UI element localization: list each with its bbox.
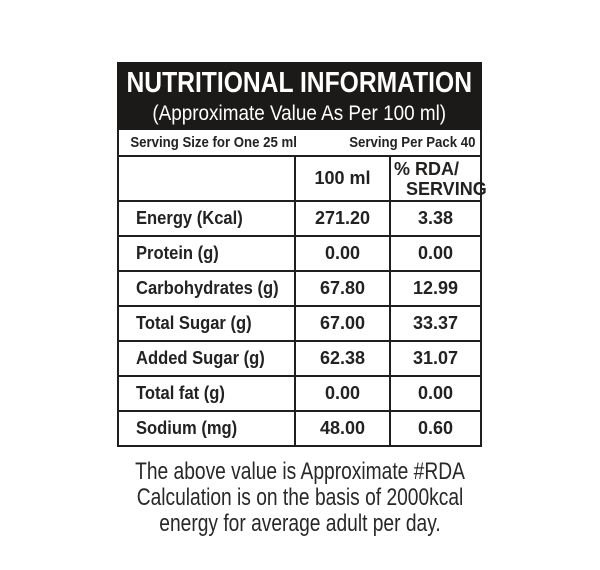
row-value-100ml: 48.00 bbox=[319, 418, 366, 438]
row-value-rda: 31.07 bbox=[412, 348, 459, 368]
row-value-100ml: 62.38 bbox=[319, 348, 366, 368]
column-header-quantity: 100 ml bbox=[294, 157, 389, 200]
table-row-total-fat: Total fat (g) 0.00 0.00 bbox=[119, 375, 480, 410]
nutrition-label: NUTRITIONAL INFORMATION (Approximate Val… bbox=[117, 62, 487, 447]
disclaimer-line-3: energy for average adult per day. bbox=[159, 510, 441, 537]
column-header-rda: % RDA/ SERVING bbox=[389, 157, 487, 200]
disclaimer-line-2: Calculation is on the basis of 2000kcal bbox=[136, 484, 464, 511]
serving-size-cell: Serving Size for One 25 ml bbox=[119, 134, 308, 152]
serving-size-label: Serving Size for One 25 ml bbox=[130, 133, 297, 151]
row-label: Carbohydrates (g) bbox=[136, 278, 279, 298]
label-title: NUTRITIONAL INFORMATION bbox=[126, 66, 473, 99]
serving-pack-cell: Serving Per Pack 40 bbox=[308, 134, 480, 152]
row-label: Total fat (g) bbox=[136, 383, 225, 403]
table-row-energy: Energy (Kcal) 271.20 3.38 bbox=[119, 200, 480, 235]
row-value-rda: 3.38 bbox=[417, 208, 454, 228]
table-row-total-sugar: Total Sugar (g) 67.00 33.37 bbox=[119, 305, 480, 340]
serving-pack-label: Serving Per Pack 40 bbox=[348, 133, 475, 151]
row-label: Added Sugar (g) bbox=[136, 348, 265, 368]
table-row-added-sugar: Added Sugar (g) 62.38 31.07 bbox=[119, 340, 480, 375]
row-label: Protein (g) bbox=[136, 243, 219, 263]
row-value-100ml: 67.00 bbox=[319, 313, 366, 333]
row-label: Sodium (mg) bbox=[136, 418, 238, 438]
table-row-sodium: Sodium (mg) 48.00 0.60 bbox=[119, 410, 480, 445]
column-header-row: 100 ml % RDA/ SERVING bbox=[119, 155, 487, 200]
row-value-100ml: 271.20 bbox=[314, 208, 371, 228]
row-value-rda: 33.37 bbox=[412, 313, 459, 333]
table-row-protein: Protein (g) 0.00 0.00 bbox=[119, 235, 480, 270]
row-label: Energy (Kcal) bbox=[136, 208, 243, 228]
label-subtitle: (Approximate Value As Per 100 ml) bbox=[152, 101, 447, 125]
row-value-rda: 0.60 bbox=[417, 418, 454, 438]
label-header: NUTRITIONAL INFORMATION (Approximate Val… bbox=[117, 62, 482, 130]
row-value-rda: 0.00 bbox=[417, 383, 454, 403]
serving-row: Serving Size for One 25 ml Serving Per P… bbox=[119, 130, 480, 155]
column-header-empty bbox=[119, 157, 294, 200]
row-value-100ml: 67.80 bbox=[319, 278, 366, 298]
rda-label-line2: SERVING bbox=[406, 179, 487, 199]
nutrition-table: Serving Size for One 25 ml Serving Per P… bbox=[117, 130, 487, 447]
rda-label-line1: % RDA/ bbox=[394, 159, 460, 179]
rda-disclaimer: The above value is Approximate #RDA Calc… bbox=[0, 459, 600, 537]
row-value-100ml: 0.00 bbox=[324, 383, 361, 403]
per-quantity-label: 100 ml bbox=[314, 168, 371, 188]
row-value-rda: 12.99 bbox=[412, 278, 459, 298]
row-value-rda: 0.00 bbox=[417, 243, 454, 263]
disclaimer-line-1: The above value is Approximate #RDA bbox=[135, 458, 465, 485]
table-row-carbohydrates: Carbohydrates (g) 67.80 12.99 bbox=[119, 270, 480, 305]
row-label: Total Sugar (g) bbox=[136, 313, 252, 333]
row-value-100ml: 0.00 bbox=[324, 243, 361, 263]
